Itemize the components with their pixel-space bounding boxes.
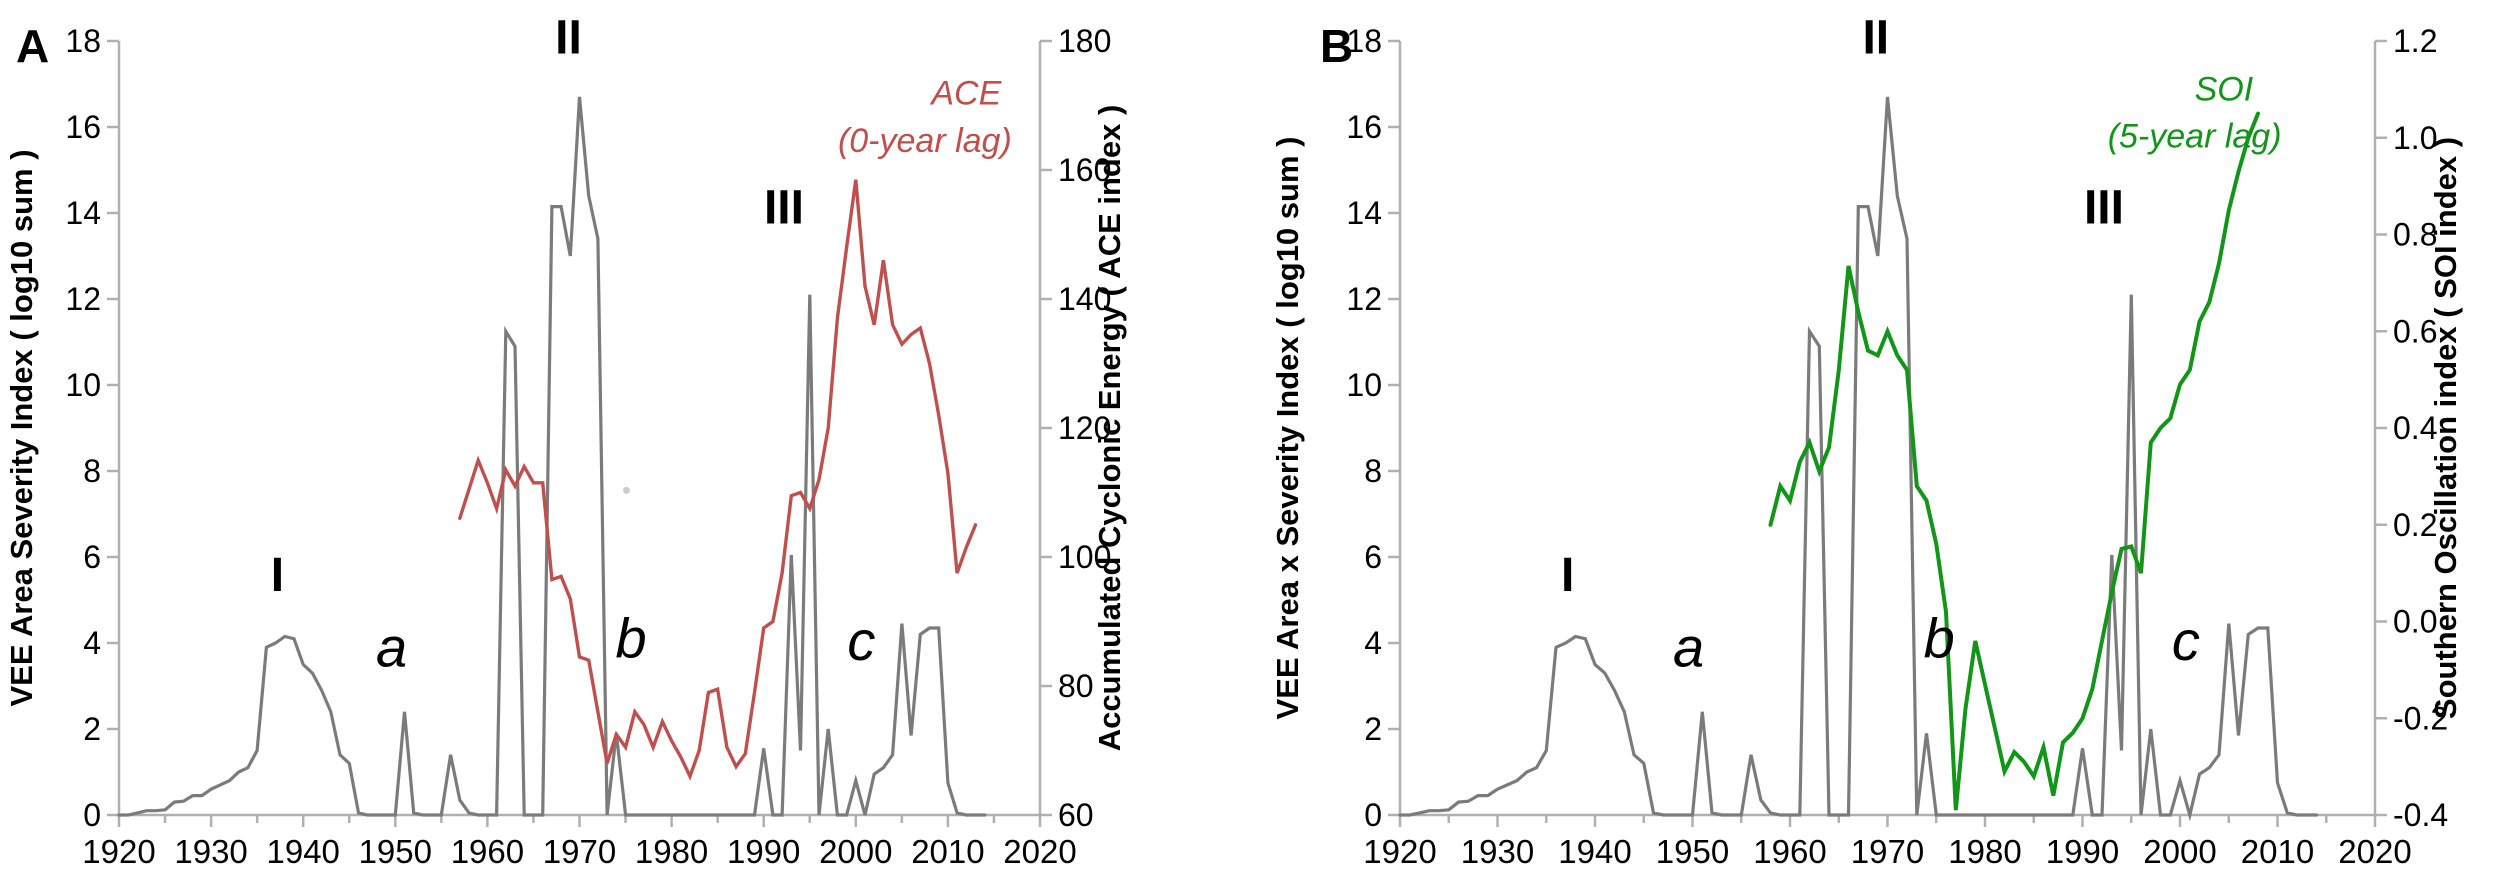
x-tick-label: 2020 (1003, 833, 1076, 870)
left-tick-label: 14 (65, 195, 101, 231)
chart-panel-b: 0 2 4 6 8 10 12 14 16 18 -0.4 -0.2 0.0 0.2 0.4 0.6 0.8 1.… (1270, 12, 2463, 870)
x-tick-label: 1950 (359, 833, 432, 870)
epidemic-label: III (2084, 182, 2124, 235)
left-tick-label: 16 (65, 109, 101, 145)
left-tick-label: 2 (83, 711, 101, 747)
epidemic-label: I (1561, 549, 1574, 602)
left-tick-label: 4 (83, 625, 101, 661)
panel-b: 0 2 4 6 8 10 12 14 16 18 -0.4 -0.2 0.0 0.2 0.4 0.6 0.8 1.… (1250, 0, 2500, 871)
right-tick-label: 100 (1058, 539, 1111, 575)
right-tick-label: 1.0 (2393, 120, 2437, 156)
right-tick-label: 80 (1058, 668, 1094, 704)
left-tick-label: 10 (65, 367, 101, 403)
right-tick-label: 140 (1058, 281, 1111, 317)
right-tick-label: 60 (1058, 797, 1094, 833)
x-tick-label: 1960 (1753, 833, 1826, 870)
epidemic-label: II (555, 12, 582, 65)
left-tick-label: 18 (1346, 23, 1382, 59)
x-tick-label: 1990 (727, 833, 800, 870)
left-tick-label: 14 (1346, 195, 1382, 231)
x-tick-label: 1990 (2046, 833, 2119, 870)
x-tick-label: 1920 (1363, 833, 1436, 870)
right-tick-label: 0.2 (2393, 507, 2437, 543)
period-label: a (376, 615, 407, 678)
panel-letter: A (16, 20, 49, 72)
panel-letter: B (1320, 20, 1353, 72)
x-tick-label: 1970 (543, 833, 616, 870)
x-tick-label: 2000 (2143, 833, 2216, 870)
x-tick-label: 2020 (2338, 833, 2411, 870)
series-legend-label: SOI (2195, 70, 2254, 108)
series-line-soi-5-year-lag- (1768, 111, 2260, 811)
series-line-vee-area-severity-index (117, 96, 987, 817)
series-legend-label: ACE (929, 75, 1001, 113)
right-axis-title: Southern Oscillation index ( SOI index ) (2428, 137, 2463, 719)
x-tick-label: 1980 (1948, 833, 2021, 870)
series-legend-label: (5-year lag) (2108, 118, 2282, 156)
period-label: b (615, 607, 646, 670)
panel-a: 0 2 4 6 8 10 12 14 16 18 60 80 100 120 140 160 180 1920 19… (4, 12, 1127, 870)
right-tick-label: 0.0 (2393, 604, 2437, 640)
left-tick-label: 12 (65, 281, 101, 317)
epidemic-label: II (1862, 12, 1889, 65)
right-tick-label: -0.2 (2393, 700, 2448, 736)
epidemic-label: I (271, 549, 284, 602)
right-tick-label: 0.8 (2393, 217, 2437, 253)
left-tick-label: 6 (83, 539, 101, 575)
right-tick-label: -0.4 (2393, 797, 2448, 833)
x-tick-label: 1950 (1656, 833, 1729, 870)
left-tick-label: 0 (83, 797, 101, 833)
left-tick-label: 12 (1346, 281, 1382, 317)
right-axis-title: Accumulated Cyclonic Energy ( ACE index … (1092, 105, 1127, 752)
chart-panel-a: 0 2 4 6 8 10 12 14 16 18 60 80 100 120 140 160 180 1920 19… (4, 12, 1127, 870)
series-line-vee-area-x-severity-index (1398, 96, 2319, 822)
period-label: b (1924, 607, 1955, 670)
right-tick-label: 120 (1058, 410, 1111, 446)
right-tick-label: 0.6 (2393, 313, 2437, 349)
x-tick-label: 1980 (635, 833, 708, 870)
left-tick-label: 10 (1346, 367, 1382, 403)
x-tick-label: 1940 (1558, 833, 1631, 870)
right-tick-label: 1.2 (2393, 23, 2437, 59)
period-label: c (847, 609, 875, 672)
x-tick-label: 1930 (174, 833, 247, 870)
x-tick-label: 2000 (819, 833, 892, 870)
left-tick-label: 8 (83, 453, 101, 489)
series-legend-label: (0-year lag) (838, 122, 1012, 160)
right-tick-label: 180 (1058, 23, 1111, 59)
right-tick-label: 160 (1058, 152, 1111, 188)
left-tick-label: 16 (1346, 109, 1382, 145)
x-tick-label: 1960 (451, 833, 524, 870)
left-tick-label: 6 (1364, 539, 1382, 575)
speck-artifact (622, 486, 630, 494)
period-label: a (1673, 615, 1704, 678)
left-tick-label: 18 (65, 23, 101, 59)
x-tick-label: 2010 (2241, 833, 2314, 870)
x-tick-label: 2010 (911, 833, 984, 870)
left-axis-title: VEE Area x Severity Index ( log10 sum ) (1270, 137, 1305, 720)
right-tick-label: 0.4 (2393, 410, 2437, 446)
x-tick-label: 1940 (266, 833, 339, 870)
x-tick-label: 1920 (82, 833, 155, 870)
x-tick-label: 1970 (1851, 833, 1924, 870)
left-tick-label: 0 (1364, 797, 1382, 833)
left-axis-title: VEE Area Severity Index ( log10 sum ) (4, 149, 39, 706)
x-tick-label: 1930 (1461, 833, 1534, 870)
epidemic-label: III (764, 182, 804, 235)
left-tick-label: 4 (1364, 625, 1382, 661)
series-line-ace-0-year-lag- (458, 179, 978, 781)
left-tick-label: 8 (1364, 453, 1382, 489)
period-label: c (2172, 609, 2200, 672)
left-tick-label: 2 (1364, 711, 1382, 747)
